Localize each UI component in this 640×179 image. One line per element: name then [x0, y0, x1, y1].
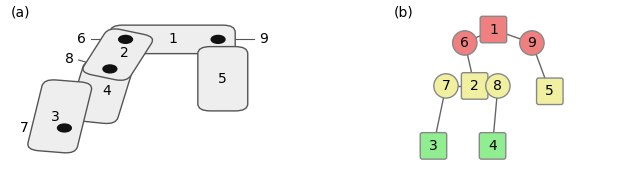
FancyBboxPatch shape — [420, 133, 447, 159]
Text: 9: 9 — [527, 36, 536, 50]
Text: 8: 8 — [65, 52, 74, 66]
Circle shape — [434, 74, 458, 98]
Circle shape — [211, 35, 225, 43]
FancyBboxPatch shape — [536, 78, 563, 105]
Text: 2: 2 — [120, 46, 129, 60]
Text: 6: 6 — [460, 36, 469, 50]
FancyBboxPatch shape — [110, 25, 236, 54]
Text: 4: 4 — [488, 139, 497, 153]
Circle shape — [452, 31, 477, 55]
FancyBboxPatch shape — [198, 47, 248, 111]
Text: 2: 2 — [470, 79, 479, 93]
Text: 4: 4 — [102, 84, 111, 98]
FancyBboxPatch shape — [480, 16, 507, 43]
Text: 9: 9 — [259, 32, 268, 46]
Circle shape — [486, 74, 510, 98]
FancyBboxPatch shape — [68, 61, 132, 124]
Circle shape — [520, 31, 544, 55]
FancyBboxPatch shape — [479, 133, 506, 159]
Text: 1: 1 — [489, 23, 498, 37]
Text: 5: 5 — [218, 72, 227, 86]
Text: 5: 5 — [545, 84, 554, 98]
Text: (a): (a) — [11, 5, 31, 19]
Text: 3: 3 — [429, 139, 438, 153]
Text: 7: 7 — [20, 121, 28, 135]
FancyBboxPatch shape — [28, 80, 92, 153]
Text: 6: 6 — [77, 32, 86, 46]
Text: 7: 7 — [442, 79, 451, 93]
Circle shape — [103, 65, 116, 73]
FancyBboxPatch shape — [83, 29, 152, 80]
FancyBboxPatch shape — [461, 73, 488, 99]
Text: (b): (b) — [394, 5, 414, 19]
Text: 8: 8 — [493, 79, 502, 93]
Text: 3: 3 — [51, 110, 60, 124]
Circle shape — [58, 124, 71, 132]
Circle shape — [118, 35, 132, 43]
Text: 1: 1 — [168, 32, 177, 46]
